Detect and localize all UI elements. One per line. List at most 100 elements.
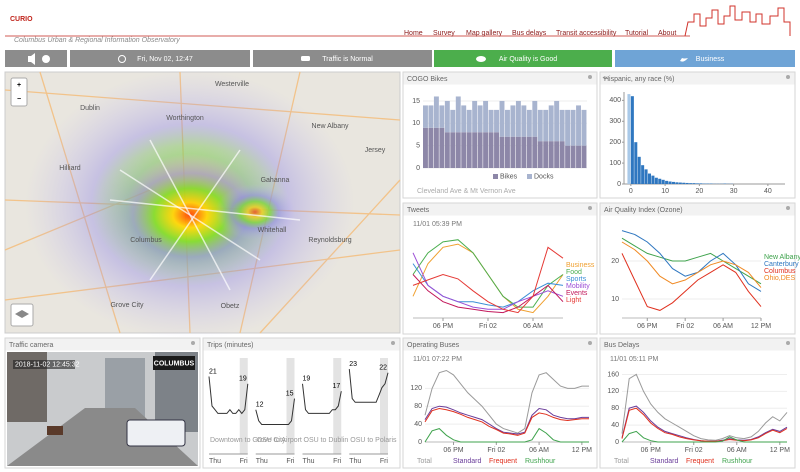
panel-title: Bus Delays	[604, 342, 640, 349]
series-line	[412, 252, 564, 310]
histogram-bar	[671, 181, 675, 184]
legend-entry: Columbus	[764, 268, 796, 275]
panel-header	[600, 338, 795, 351]
traffic-button-label[interactable]: Traffic is Normal	[322, 56, 373, 63]
night-band	[286, 358, 295, 454]
histogram-bar	[661, 179, 665, 184]
bus-route	[149, 149, 241, 281]
bar-segment	[455, 96, 461, 133]
zoom-control	[10, 77, 28, 107]
y-tick-label: 0	[418, 439, 422, 446]
x-tick-label: 12 PM	[572, 447, 592, 454]
place-label: Worthington	[166, 115, 204, 122]
traffic-button[interactable]	[253, 50, 432, 67]
y-tick-label: 400	[609, 97, 621, 104]
series-line	[621, 407, 788, 442]
nav-link[interactable]: Map gallery	[466, 30, 503, 37]
bar-segment	[548, 141, 554, 168]
nav-link[interactable]: Tutorial	[625, 30, 649, 37]
histogram-bar	[682, 182, 686, 184]
zoom-out[interactable]: −	[17, 96, 21, 103]
x-tick-label: 40	[764, 188, 772, 195]
air-button-label[interactable]: Air Quality is Good	[499, 56, 557, 63]
x-tick-label: Thu	[349, 458, 361, 465]
skyline	[684, 5, 791, 37]
bar-segment	[532, 100, 538, 137]
bar-segment	[499, 100, 505, 137]
nav-link[interactable]: Transit accessibility	[556, 30, 617, 37]
bar-segment	[565, 109, 571, 146]
panel-title: Operating Buses	[407, 342, 460, 349]
pin-icon	[391, 341, 395, 345]
bar-segment	[450, 109, 456, 133]
bar-segment	[510, 105, 516, 137]
pin-icon	[588, 341, 592, 345]
nav-link[interactable]: Bus delays	[512, 30, 547, 37]
bar-segment	[488, 132, 494, 168]
timestamp: 11/01 05:11 PM	[610, 356, 659, 363]
panel-header	[600, 203, 795, 216]
panel-header	[600, 72, 795, 85]
place-label: Columbus	[130, 237, 162, 244]
mode-button-label[interactable]: Business	[696, 56, 725, 63]
series-line	[621, 373, 788, 441]
x-tick-label: 06 PM	[641, 447, 661, 454]
bar-segment	[477, 132, 483, 168]
x-tick-label: Fri	[286, 458, 295, 465]
histogram-bar	[675, 182, 679, 184]
air-button[interactable]	[434, 50, 612, 67]
place-label: Obetz	[221, 303, 240, 310]
trip-line	[255, 398, 295, 425]
histogram-bar	[689, 183, 693, 184]
bar-segment	[450, 132, 456, 168]
timestamp: 11/01 05:39 PM	[413, 221, 462, 228]
histogram-bar	[678, 182, 682, 184]
histogram-bar	[634, 142, 638, 184]
y-tick-label: 10	[412, 120, 420, 127]
histogram-bar	[641, 165, 645, 184]
mode-button[interactable]	[615, 50, 795, 67]
chevron-icon	[602, 76, 608, 80]
panel-title: COGO Bikes	[407, 76, 448, 83]
time-button-label[interactable]: Fri, Nov 02, 12:47	[137, 56, 193, 63]
camera-image	[7, 352, 198, 466]
bar-segment	[554, 141, 560, 168]
camera-bus	[126, 419, 186, 447]
histogram-bar	[668, 181, 672, 184]
bar-segment	[472, 132, 478, 168]
bar-segment	[526, 136, 532, 168]
nav-link[interactable]: About	[658, 30, 676, 37]
legend-entry: Total	[614, 458, 629, 465]
nav-link[interactable]: Survey	[433, 30, 455, 37]
help-icon	[42, 55, 50, 63]
bar-segment	[521, 105, 527, 137]
pin-icon	[786, 75, 790, 79]
bar-segment	[439, 127, 445, 168]
bar-segment	[576, 105, 581, 146]
legend-entry: Business	[566, 262, 595, 269]
layer-icon	[15, 310, 29, 318]
place-label: Reynoldsburg	[308, 237, 351, 244]
time-button[interactable]	[70, 50, 250, 67]
x-tick-label: 06 AM	[523, 323, 543, 330]
histogram-bar	[658, 178, 662, 184]
camera-logo-bg	[153, 356, 195, 370]
panel-header	[403, 72, 597, 85]
x-tick-label: Thu	[256, 458, 268, 465]
bar-segment	[559, 141, 565, 168]
bar-segment	[515, 100, 521, 137]
bus-route	[119, 169, 261, 261]
bar-segment	[505, 109, 510, 137]
nav-link[interactable]: Home	[404, 30, 423, 37]
legend-entry: Standard	[650, 458, 679, 465]
zoom-in[interactable]: +	[17, 82, 21, 89]
bar-segment	[548, 105, 554, 142]
bar-segment	[581, 109, 587, 146]
sound-button[interactable]	[5, 50, 67, 67]
cloud-icon	[476, 56, 486, 62]
trip-line	[208, 376, 249, 415]
night-band	[333, 358, 342, 454]
y-tick-label: 40	[611, 422, 619, 429]
x-tick-label: Thu	[303, 458, 315, 465]
panel	[599, 337, 796, 469]
